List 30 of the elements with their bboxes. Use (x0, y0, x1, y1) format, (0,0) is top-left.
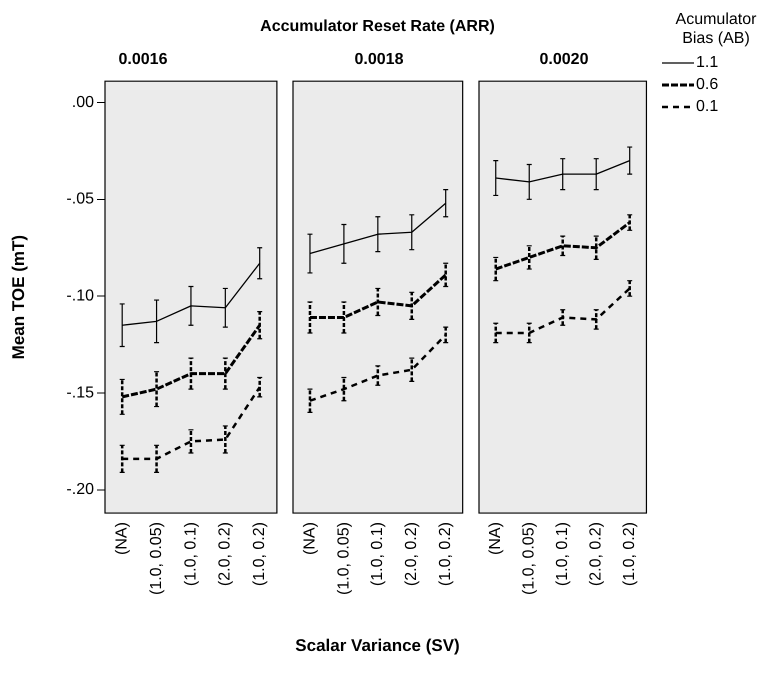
x-tick-label: (1.0, 0.1) (554, 522, 572, 586)
x-axis-title: Scalar Variance (SV) (294, 636, 461, 656)
y-tick-label: -.10 (66, 288, 94, 305)
x-tick-label: (NA) (487, 522, 504, 555)
x-tick-label: (2.0, 0.2) (216, 522, 234, 586)
text: Accumulator Reset Rate (ARR) (259, 18, 496, 36)
x-tick-label: (2.0, 0.2) (403, 522, 420, 586)
x-tick-label: (1.0, 0.05) (148, 522, 165, 596)
legend-label: 0.6 (696, 76, 718, 94)
x-tick-label: (2.0, 0.2) (588, 522, 605, 586)
x-tick-label: (1.0, 0.2) (621, 522, 638, 586)
x-tick-label: (1.0, 0.2) (251, 522, 268, 586)
y-tick-label: -.05 (66, 190, 94, 208)
y-tick-label: -.15 (66, 384, 94, 402)
chart-title: 0.0020 (540, 51, 589, 68)
legend-label: 0.1 (696, 98, 718, 116)
x-tick-label: (1.0, 0.1) (182, 522, 200, 586)
x-tick-label: (1.0, 0.05) (520, 522, 538, 596)
x-tick-label: (NA) (114, 522, 131, 555)
chart-title: 0.0016 (118, 51, 168, 68)
y-tick-label: .00 (72, 94, 94, 111)
chart-title: 0.0018 (354, 51, 404, 68)
x-tick-label: (1.0, 0.05) (335, 522, 352, 596)
legend-title: Acumulator Bias (AB) (674, 10, 758, 48)
x-tick-label: (NA) (301, 522, 318, 555)
x-tick-label: (1.0, 0.2) (437, 522, 454, 586)
y-tick-label: -.20 (66, 481, 94, 498)
y-axis-title: Mean TOE (mT) (8, 234, 28, 360)
x-tick-label: (1.0, 0.1) (369, 522, 386, 586)
legend-label: 1.1 (696, 54, 718, 72)
